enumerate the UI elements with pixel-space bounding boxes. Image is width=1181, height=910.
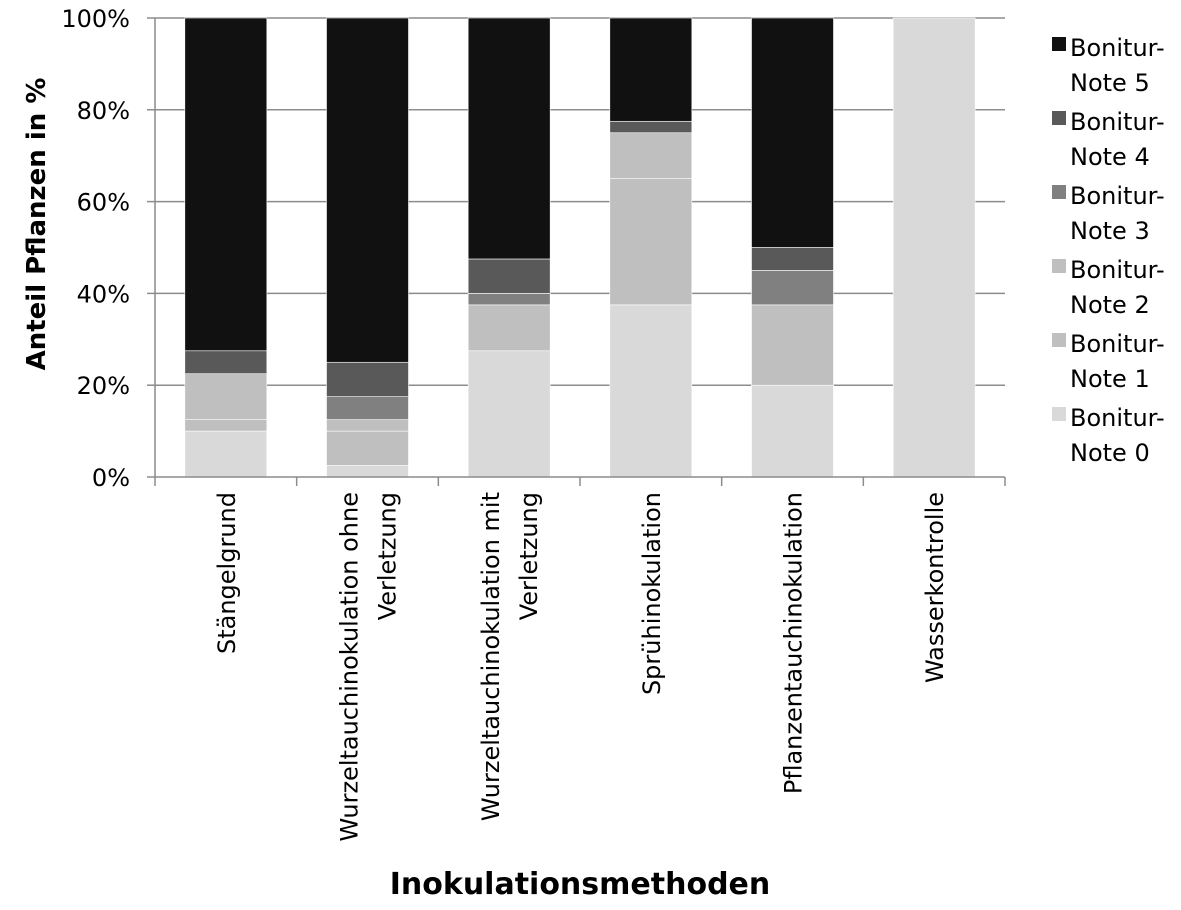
x-category-label-line: Wurzeltauchinokulation mit: [477, 492, 505, 821]
bar-segment-note-5: [467, 17, 551, 260]
legend-label: Bonitur-: [1070, 182, 1165, 210]
bar-segment-note-3: [467, 293, 551, 306]
bar-segment-note-5: [184, 17, 268, 352]
y-tick-label: 40%: [77, 280, 130, 308]
legend-swatch: [1052, 333, 1066, 347]
x-category-label-line: Verletzung: [515, 492, 543, 620]
y-tick-label: 20%: [77, 372, 130, 400]
x-category-label: Wurzeltauchinokulation ohne Verletzung: [336, 492, 402, 842]
legend-label: Note 2: [1070, 291, 1150, 319]
bar-segment-note-2: [184, 373, 268, 420]
y-tick-label: 100%: [61, 5, 130, 33]
x-category-label-line: Verletzung: [374, 492, 402, 620]
x-category-label-line: Wurzeltauchinokulation ohne: [336, 492, 364, 842]
x-category-label: Pflanzentauchinokulation: [780, 492, 808, 794]
bar-segment-note-4: [609, 120, 693, 134]
legend-label: Note 0: [1070, 439, 1150, 467]
bar-segment-note-1: [326, 430, 409, 466]
bar-segment-note-0: [751, 384, 834, 478]
x-category-label: Sprühinokulation: [638, 492, 666, 695]
legend-swatch: [1052, 259, 1066, 273]
legend-label: Bonitur-: [1070, 256, 1165, 284]
x-category-label-line: Sprühinokulation: [638, 492, 666, 695]
x-category-labels: Stängelgrund Wurzeltauchinokulation ohne V…: [213, 492, 949, 842]
x-category-label-line: Wasserkontrolle: [921, 492, 949, 683]
bar-segment-note-4: [751, 247, 834, 271]
legend-label: Note 4: [1070, 143, 1150, 171]
bar-segment-note-2: [609, 132, 693, 179]
legend-swatch: [1052, 407, 1066, 421]
y-axis-title: Anteil Pflanzen in %: [22, 78, 52, 371]
legend-label: Note 3: [1070, 217, 1150, 245]
y-tick-label: 80%: [77, 97, 130, 125]
x-category-label-line: Stängelgrund: [213, 492, 241, 654]
bar-segment-note-2: [326, 419, 409, 432]
x-category-label-line: Pflanzentauchinokulation: [780, 492, 808, 794]
bar-segment-note-5: [609, 17, 693, 122]
legend-swatch: [1052, 185, 1066, 199]
bar-segment-note-2: [467, 304, 551, 352]
legend: Bonitur- Note 5 Bonitur- Note 4 Bonitur- Note…: [1052, 34, 1165, 467]
legend-label: Bonitur-: [1070, 34, 1165, 62]
legend-label: Note 1: [1070, 365, 1150, 393]
bar-segment-note-1: [184, 419, 268, 432]
x-category-label: Stängelgrund: [213, 492, 241, 654]
bar-segment-note-5: [326, 17, 409, 363]
legend-swatch: [1052, 111, 1066, 125]
bar-segment-note-1: [609, 178, 693, 306]
bar-segment-note-5: [751, 17, 834, 248]
bar-segment-note-4: [184, 350, 268, 375]
x-category-label: Wurzeltauchinokulation mit Verletzung: [477, 492, 543, 821]
bar-segment-note-0: [467, 350, 551, 478]
legend-label: Note 5: [1070, 69, 1150, 97]
bar-segment-note-4: [326, 361, 409, 397]
x-category-label: Wasserkontrolle: [921, 492, 949, 683]
bar-segment-note-0: [326, 465, 409, 478]
bar-segment-note-3: [751, 270, 834, 306]
bar-segment-note-4: [467, 258, 551, 294]
bars: [184, 17, 976, 478]
bar-segment-note-2: [751, 304, 834, 386]
y-tick-labels: 0% 20% 40% 60% 80% 100%: [61, 5, 130, 492]
legend-swatch: [1052, 37, 1066, 51]
legend-label: Bonitur-: [1070, 108, 1165, 136]
gridlines: [155, 17, 1005, 386]
y-tick-label: 0%: [92, 464, 130, 492]
x-axis-title: Inokulationsmethoden: [390, 867, 771, 902]
y-tick-label: 60%: [77, 189, 130, 217]
bar-segment-note-3: [326, 396, 409, 420]
bar-segment-note-0: [609, 304, 693, 478]
bar-segment-note-0: [892, 17, 976, 478]
legend-label: Bonitur-: [1070, 330, 1165, 358]
legend-label: Bonitur-: [1070, 404, 1165, 432]
bar-segment-note-0: [184, 430, 268, 478]
axes: [147, 17, 1006, 486]
